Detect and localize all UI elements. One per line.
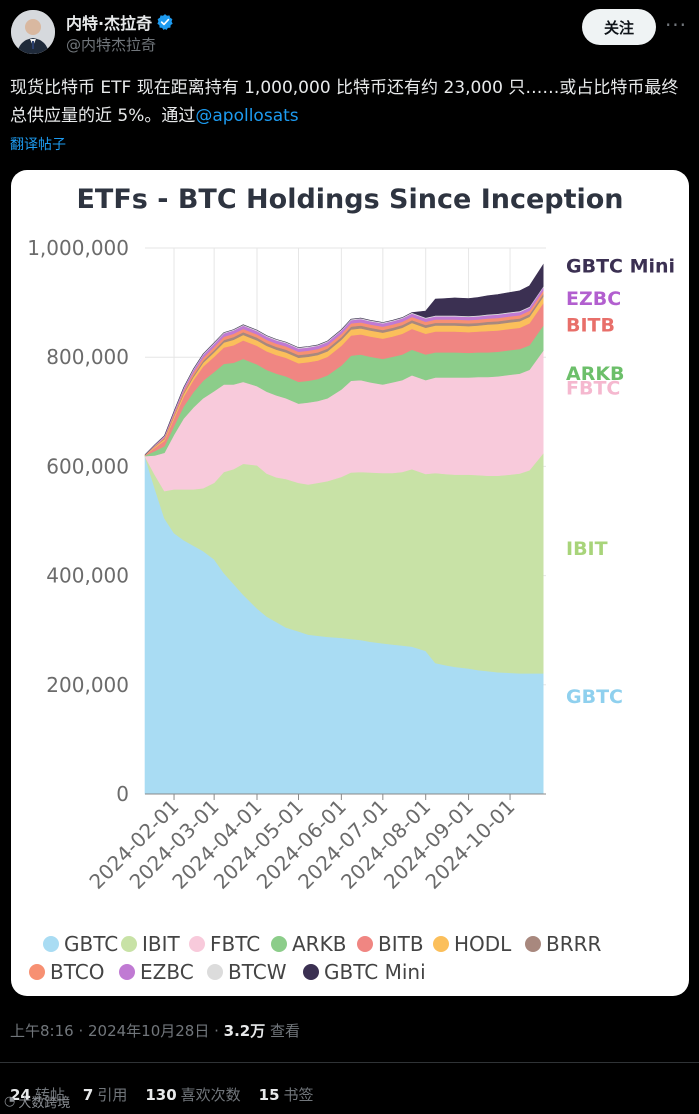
legend-swatch-hodl — [433, 936, 449, 952]
y-tick-label-4: 800,000 — [46, 345, 129, 369]
translate-post-link[interactable]: 翻译帖子 — [10, 137, 66, 153]
watermark: ◔ 大数跨境 — [4, 1092, 70, 1111]
legend-item-arkb[interactable]: ARKB — [271, 932, 346, 956]
y-tick-label-2: 400,000 — [46, 564, 129, 588]
view-count: 3.2万 — [223, 1022, 266, 1040]
legend-item-ezbc[interactable]: EZBC — [119, 960, 194, 984]
avatar-image — [11, 10, 55, 54]
chart-card[interactable]: ETFs - BTC Holdings Since Inception 0 200… — [11, 170, 689, 996]
verified-badge-icon — [157, 14, 173, 30]
watermark-logo-icon: ◔ — [4, 1094, 16, 1109]
post-text: 现货比特币 ETF 现在距离持有 1,000,000 比特币还有约 23,000… — [10, 74, 690, 130]
legend-label-btcw: BTCW — [228, 960, 287, 984]
legend-swatch-fbtc — [189, 936, 205, 952]
series-label-ezbc: EZBC — [566, 288, 621, 310]
engagement-stats: 24 转帖 7 引用 130 喜欢次数 15 书签 — [10, 1084, 314, 1105]
legend-item-brrr[interactable]: BRRR — [525, 932, 602, 956]
legend-label-brrr: BRRR — [546, 932, 602, 956]
legend-label-bitb: BITB — [378, 932, 424, 956]
legend-item-ibit[interactable]: IBIT — [121, 932, 181, 956]
legend-swatch-gbtc — [43, 936, 59, 952]
legend-swatch-gbtc-mini — [303, 964, 319, 980]
post-meta: 上午8:16 · 2024年10月28日 · 3.2万 查看 — [10, 1020, 300, 1041]
y-tick-label-3: 600,000 — [46, 454, 129, 478]
more-options-icon[interactable]: ··· — [664, 13, 688, 37]
y-tick-label-5: 1,000,000 — [27, 236, 129, 260]
post-text-body: 现货比特币 ETF 现在距离持有 1,000,000 比特币还有约 23,000… — [10, 78, 679, 126]
legend-item-gbtc-mini[interactable]: GBTC Mini — [303, 960, 426, 984]
legend-label-ezbc: EZBC — [140, 960, 194, 984]
stat-bookmarks[interactable]: 15 书签 — [258, 1086, 314, 1104]
btc-holdings-chart: ETFs - BTC Holdings Since Inception 0 200… — [27, 184, 675, 984]
legend-label-arkb: ARKB — [292, 932, 346, 956]
stat-likes[interactable]: 130 喜欢次数 — [145, 1086, 241, 1104]
legend-swatch-arkb — [271, 936, 287, 952]
follow-button[interactable]: 关注 — [582, 9, 656, 45]
watermark-text: 大数跨境 — [18, 1096, 71, 1111]
series-label-gbtc-mini: GBTC Mini — [566, 256, 675, 278]
mention-link[interactable]: @apollosats — [195, 106, 299, 126]
legend-swatch-btcw — [207, 964, 223, 980]
legend-item-btcw[interactable]: BTCW — [207, 960, 287, 984]
post-timestamp[interactable]: 上午8:16 · 2024年10月28日 · — [10, 1022, 219, 1040]
legend-item-fbtc[interactable]: FBTC — [189, 932, 260, 956]
legend-label-fbtc: FBTC — [210, 932, 260, 956]
series-label-arkb: ARKB — [566, 363, 625, 385]
legend-swatch-ezbc — [119, 964, 135, 980]
legend-item-hodl[interactable]: HODL — [433, 932, 512, 956]
legend-label-gbtc: GBTC — [64, 932, 118, 956]
legend-item-btco[interactable]: BTCO — [29, 960, 104, 984]
stat-quotes[interactable]: 7 引用 — [82, 1086, 128, 1104]
legend-swatch-btco — [29, 964, 45, 980]
legend-label-ibit: IBIT — [142, 932, 181, 956]
series-label-bitb: BITB — [566, 314, 615, 336]
series-label-gbtc: GBTC — [566, 686, 623, 708]
series-label-fbtc: FBTC — [566, 378, 620, 400]
author-handle[interactable]: @内特杰拉奇 — [66, 36, 157, 54]
legend-item-bitb[interactable]: BITB — [357, 932, 424, 956]
legend-label-gbtc-mini: GBTC Mini — [324, 960, 426, 984]
stat-reposts[interactable]: 24 转帖 — [10, 1086, 65, 1104]
post-header: 内特·杰拉奇 @内特杰拉奇 关注 ··· — [0, 0, 699, 66]
author-name[interactable]: 内特·杰拉奇 — [66, 14, 153, 33]
avatar[interactable] — [11, 10, 55, 54]
y-tick-label-1: 200,000 — [46, 673, 129, 697]
author-name-row[interactable]: 内特·杰拉奇 — [66, 10, 174, 34]
legend-label-btco: BTCO — [50, 960, 104, 984]
series-label-ibit: IBIT — [566, 538, 608, 560]
legend-swatch-brrr — [525, 936, 541, 952]
legend-item-gbtc[interactable]: GBTC — [43, 932, 118, 956]
divider — [0, 1062, 699, 1063]
chart-title: ETFs - BTC Holdings Since Inception — [76, 184, 623, 215]
legend-swatch-ibit — [121, 936, 137, 952]
legend-swatch-bitb — [357, 936, 373, 952]
area-gbtc-mini — [144, 263, 544, 455]
legend-label-hodl: HODL — [454, 932, 512, 956]
y-tick-label-0: 0 — [116, 782, 129, 806]
view-label: 查看 — [270, 1022, 301, 1040]
